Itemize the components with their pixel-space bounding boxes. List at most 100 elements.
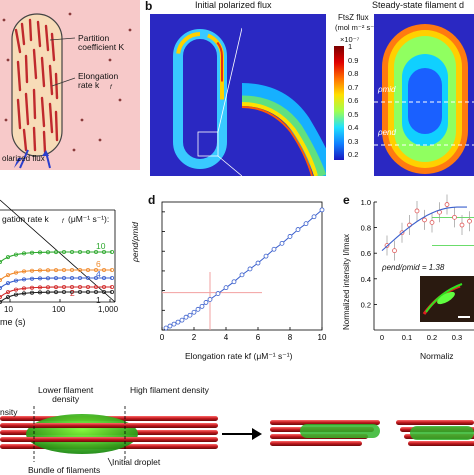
panel-d-letter: d bbox=[148, 193, 156, 207]
f-droplet-label: Initial droplet bbox=[112, 457, 161, 467]
timecourse-plot bbox=[0, 199, 116, 304]
series-label: 6 bbox=[96, 259, 101, 269]
ratio-point bbox=[183, 314, 189, 320]
ratio-point bbox=[279, 240, 285, 246]
timecourse-line bbox=[0, 251, 112, 263]
polarized-flux-label: olarized flux bbox=[2, 154, 45, 163]
panel-e-annotation: ρend/ρmid = 1.38 bbox=[382, 263, 445, 272]
filament bbox=[40, 56, 46, 88]
filament bbox=[32, 48, 38, 80]
filament bbox=[32, 88, 37, 120]
ratio-point bbox=[287, 234, 293, 239]
ratio-point bbox=[223, 285, 229, 291]
left-panel-title-units: (μM⁻¹ s⁻¹): bbox=[68, 214, 110, 224]
series-label: 4 bbox=[96, 269, 101, 279]
panel-a: Partition coefficient K Elongation rate … bbox=[0, 0, 140, 170]
plot-e-xtick-label: 0.2 bbox=[427, 333, 437, 342]
filament-rod bbox=[0, 437, 218, 442]
timecourse-line bbox=[0, 286, 112, 298]
tc-xtick-1000: 1,000 bbox=[98, 305, 119, 314]
plot-e-ytick-label: 1.0 bbox=[361, 198, 371, 207]
left-panel-title: gation rate k bbox=[2, 214, 49, 224]
tc-xlabel: me (s) bbox=[0, 317, 26, 327]
intensity-plot: 1.0 0.8 0.6 0.4 0.2 0 0.1 0.2 0.3 bbox=[361, 194, 474, 342]
protein-dot bbox=[98, 138, 102, 142]
intensity-point bbox=[452, 214, 457, 220]
colorbar-tick-label: 0.7 bbox=[348, 82, 359, 92]
intensity-point bbox=[467, 218, 472, 224]
series-label: 1 bbox=[96, 295, 101, 305]
protein-dot bbox=[128, 28, 132, 32]
elongation-label: Elongation rate k bbox=[78, 71, 119, 91]
plot-e-xtick-label: 0.1 bbox=[402, 333, 412, 342]
filament bbox=[36, 20, 42, 48]
ratio-point bbox=[239, 272, 245, 278]
ratio-point bbox=[171, 321, 177, 327]
colorbar-tick-label: 0.5 bbox=[348, 109, 359, 119]
intensity-point bbox=[459, 222, 465, 228]
left-panel-title-sub: f bbox=[62, 219, 64, 225]
timecourse-line bbox=[0, 269, 112, 281]
colorbar-tick-label: 0.2 bbox=[348, 150, 359, 159]
protein-dot bbox=[108, 58, 112, 62]
ratio-point bbox=[199, 303, 205, 309]
plot-d-xtick-label: 10 bbox=[318, 333, 327, 342]
timecourse-marker bbox=[0, 295, 2, 299]
ratio-vs-elongation-plot: 0 2 4 6 8 10 bbox=[160, 201, 327, 342]
rho-mid-label: ρmid bbox=[378, 85, 396, 94]
ratio-point bbox=[179, 317, 185, 323]
f-lower-density-label: Lower filament density bbox=[38, 385, 94, 405]
filament bbox=[16, 60, 22, 92]
filament bbox=[24, 92, 30, 126]
timecourse-line bbox=[0, 291, 112, 303]
intensity-point bbox=[422, 217, 427, 223]
ratio-point bbox=[319, 207, 325, 213]
filament bbox=[44, 24, 50, 52]
ratio-point bbox=[215, 291, 221, 296]
droplet-fragment bbox=[410, 426, 474, 440]
ratio-point bbox=[175, 319, 181, 325]
colorbar bbox=[334, 46, 344, 160]
filament-rod bbox=[0, 423, 218, 428]
ratio-point bbox=[191, 309, 197, 315]
plot-d-xtick-label: 8 bbox=[288, 333, 293, 342]
ratio-point bbox=[231, 279, 237, 285]
plot-e-xtick-label: 0 bbox=[380, 333, 384, 342]
panel-b-letter: b bbox=[145, 0, 153, 13]
colorbar-tick-label: 0.9 bbox=[348, 55, 359, 65]
timecourse-marker bbox=[0, 260, 2, 264]
panel-d-xlabel: Elongation rate kf (μM⁻¹ s⁻¹) bbox=[185, 351, 293, 361]
panel-e-xlabel: Normaliz bbox=[420, 351, 454, 361]
colorbar-tick-label: 0.4 bbox=[348, 123, 359, 132]
panel-d-ylabel: ρend/ρmid bbox=[130, 222, 140, 262]
filament bbox=[42, 130, 47, 154]
timecourse-marker bbox=[0, 278, 2, 282]
panel-b-title: Initial polarized flux bbox=[195, 0, 272, 10]
intensity-point bbox=[392, 248, 397, 254]
colorbar-units: (mol m⁻² s⁻¹) bbox=[335, 23, 380, 32]
f-density-label: nsity bbox=[0, 407, 18, 417]
colorbar-tick-label: 1 bbox=[348, 42, 353, 51]
protein-dot bbox=[6, 58, 10, 62]
series-label: 2 bbox=[70, 288, 75, 298]
micrograph-inset bbox=[420, 276, 474, 322]
filament bbox=[50, 32, 56, 62]
plot-e-ytick-label: 0.8 bbox=[361, 224, 371, 233]
plot-d-xtick-label: 0 bbox=[160, 333, 165, 342]
protein-dot bbox=[72, 148, 76, 152]
filament bbox=[20, 22, 26, 46]
plot-d-frame bbox=[161, 201, 323, 331]
ratio-point bbox=[163, 325, 169, 331]
ratio-point bbox=[195, 306, 201, 312]
ratio-point bbox=[303, 221, 309, 227]
colorbar-tick-label: 0.8 bbox=[348, 69, 359, 78]
plot-d-xtick-label: 4 bbox=[224, 333, 229, 342]
filament bbox=[24, 54, 29, 84]
plot-d-xtick-label: 2 bbox=[192, 333, 197, 342]
droplet-fragment bbox=[300, 424, 380, 438]
filament bbox=[54, 110, 59, 142]
partition-label: Partition coefficient K bbox=[78, 33, 125, 53]
tc-xtick-100: 100 bbox=[52, 305, 66, 314]
ratio-point bbox=[295, 227, 301, 232]
panel-f: nsity Lower filament density High filame… bbox=[0, 378, 474, 474]
